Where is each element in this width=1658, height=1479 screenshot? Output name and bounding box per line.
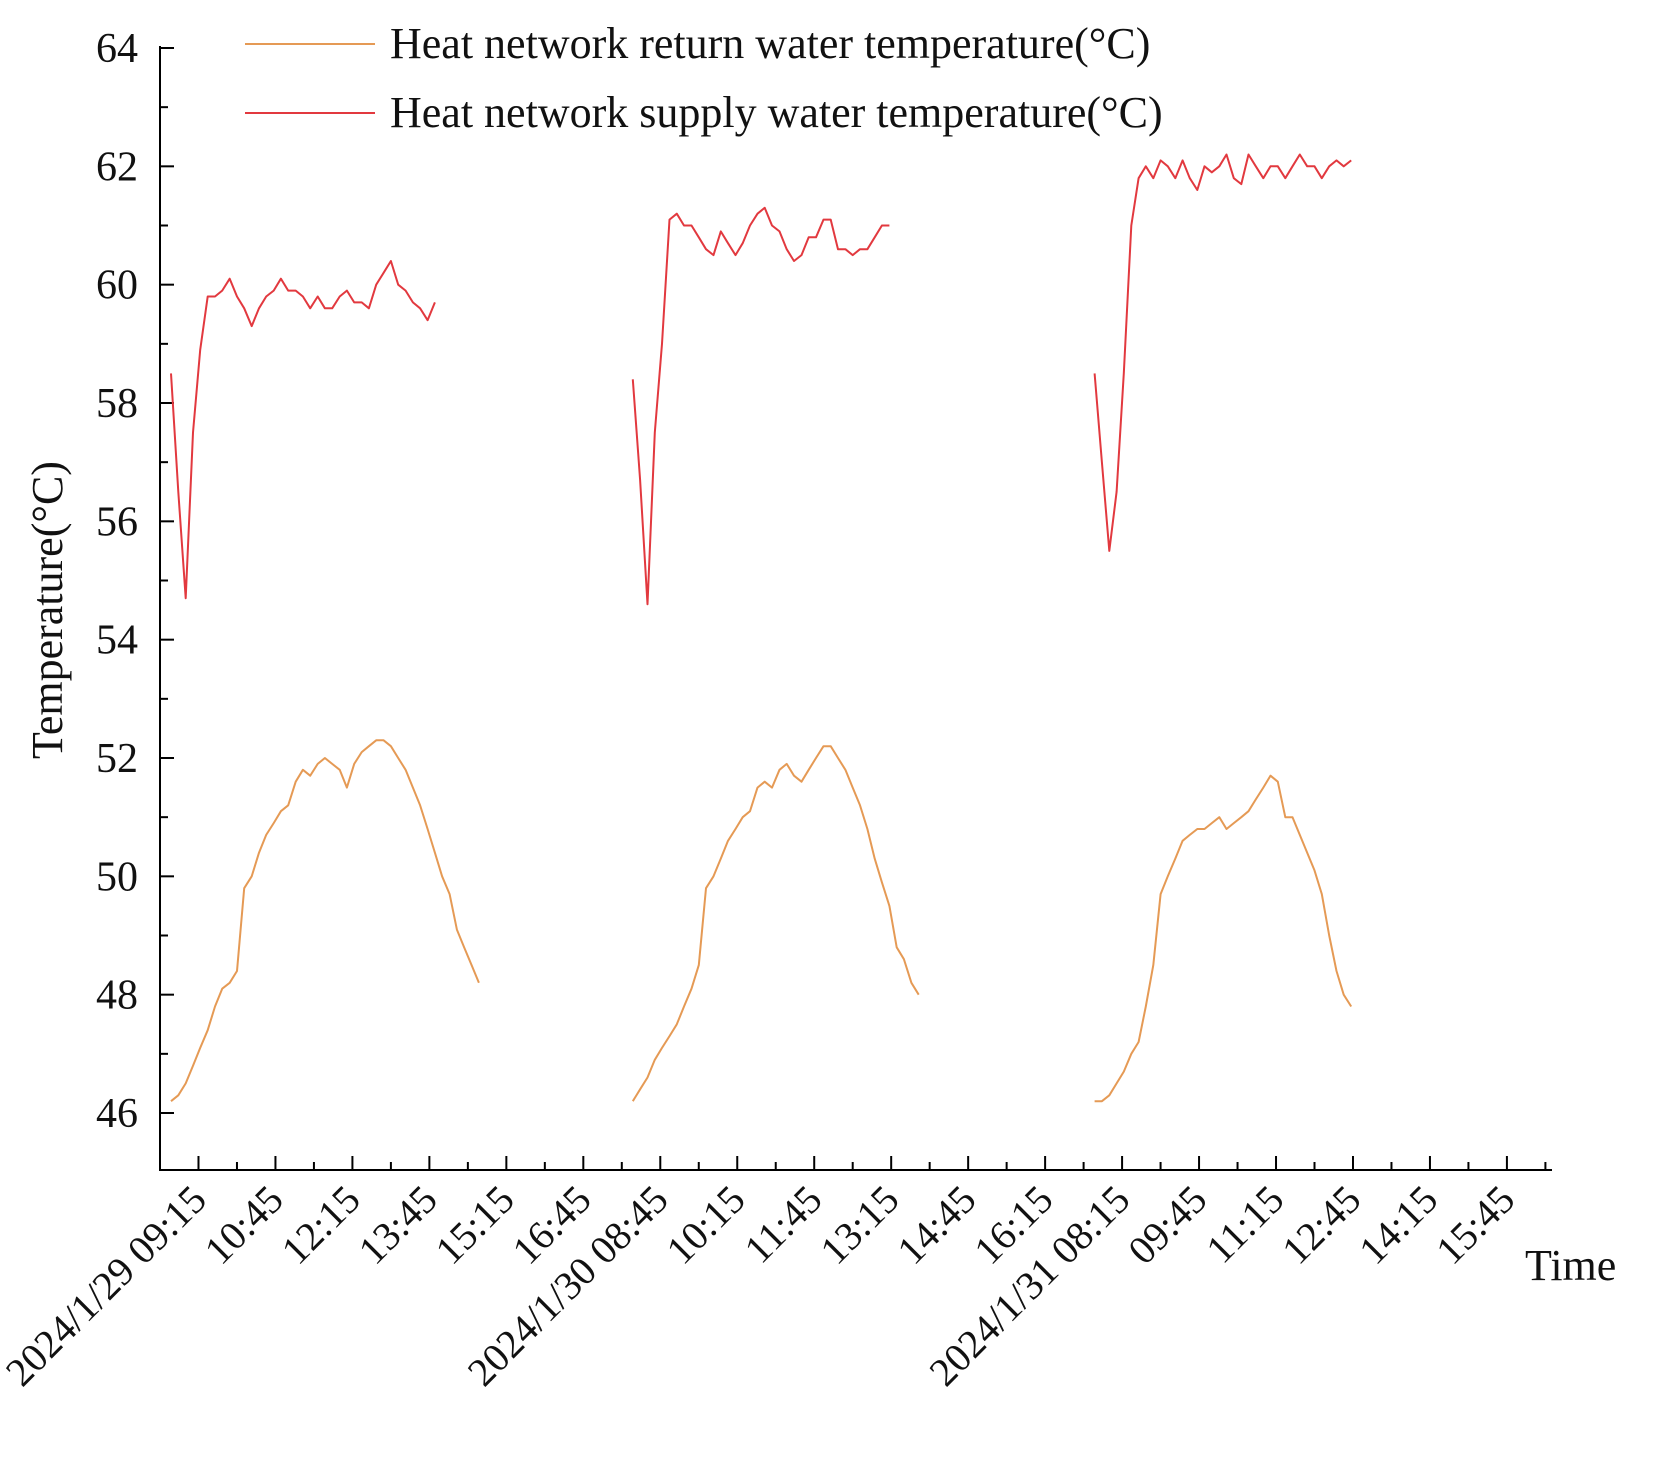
x-tick-label: 13:45 bbox=[349, 1177, 445, 1273]
x-tick-label: 15:45 bbox=[1427, 1177, 1523, 1273]
legend-label-supply: Heat network supply water temperature(°C… bbox=[390, 88, 1163, 137]
x-tick-label: 10:45 bbox=[196, 1177, 292, 1273]
x-tick-label: 14:45 bbox=[888, 1177, 984, 1273]
y-tick-label: 46 bbox=[96, 1091, 138, 1137]
x-tick-label: 11:45 bbox=[735, 1177, 830, 1272]
series-layer bbox=[170, 153, 1353, 1103]
y-tick-label: 54 bbox=[96, 618, 138, 664]
supply-temp-line-day-1 bbox=[170, 260, 436, 600]
x-tick-label: 09:45 bbox=[1119, 1177, 1215, 1273]
x-tick-label: 2024/1/29 09:15 bbox=[0, 1177, 215, 1395]
x-axis-ticks: 2024/1/29 09:1510:4512:1513:4515:1516:45… bbox=[0, 1156, 1547, 1395]
x-axis-title: Time bbox=[1525, 1241, 1616, 1290]
y-tick-label: 64 bbox=[96, 26, 138, 72]
x-tick-label: 11:15 bbox=[1197, 1177, 1292, 1272]
x-tick-label: 12:45 bbox=[1273, 1177, 1369, 1273]
y-tick-label: 62 bbox=[96, 144, 138, 190]
supply-temp-line-day-2 bbox=[631, 206, 890, 606]
y-tick-label: 50 bbox=[96, 854, 138, 900]
y-axis-ticks: 46 48 50 52 54 56 58 60 62 64 bbox=[96, 26, 174, 1137]
x-tick-label: 10:15 bbox=[657, 1177, 753, 1273]
y-tick-label: 52 bbox=[96, 736, 138, 782]
y-tick-label: 60 bbox=[96, 263, 138, 309]
x-tick-label: 13:15 bbox=[811, 1177, 907, 1273]
y-tick-label: 58 bbox=[96, 381, 138, 427]
supply-temp-line-day-3 bbox=[1093, 153, 1352, 552]
return-temp-line-day-2 bbox=[631, 745, 920, 1102]
legend: Heat network return water temperature(°C… bbox=[245, 19, 1163, 137]
y-tick-label: 48 bbox=[96, 973, 138, 1019]
y-tick-label: 56 bbox=[96, 499, 138, 545]
return-temp-line-day-3 bbox=[1094, 774, 1353, 1103]
y-axis-title: Temperature(°C) bbox=[23, 461, 72, 759]
legend-label-return: Heat network return water temperature(°C… bbox=[390, 19, 1150, 68]
x-tick-label: 12:15 bbox=[273, 1177, 369, 1273]
x-tick-label: 15:15 bbox=[426, 1177, 522, 1273]
x-tick-label: 14:15 bbox=[1350, 1177, 1446, 1273]
return-temp-line-day-1 bbox=[170, 739, 480, 1102]
